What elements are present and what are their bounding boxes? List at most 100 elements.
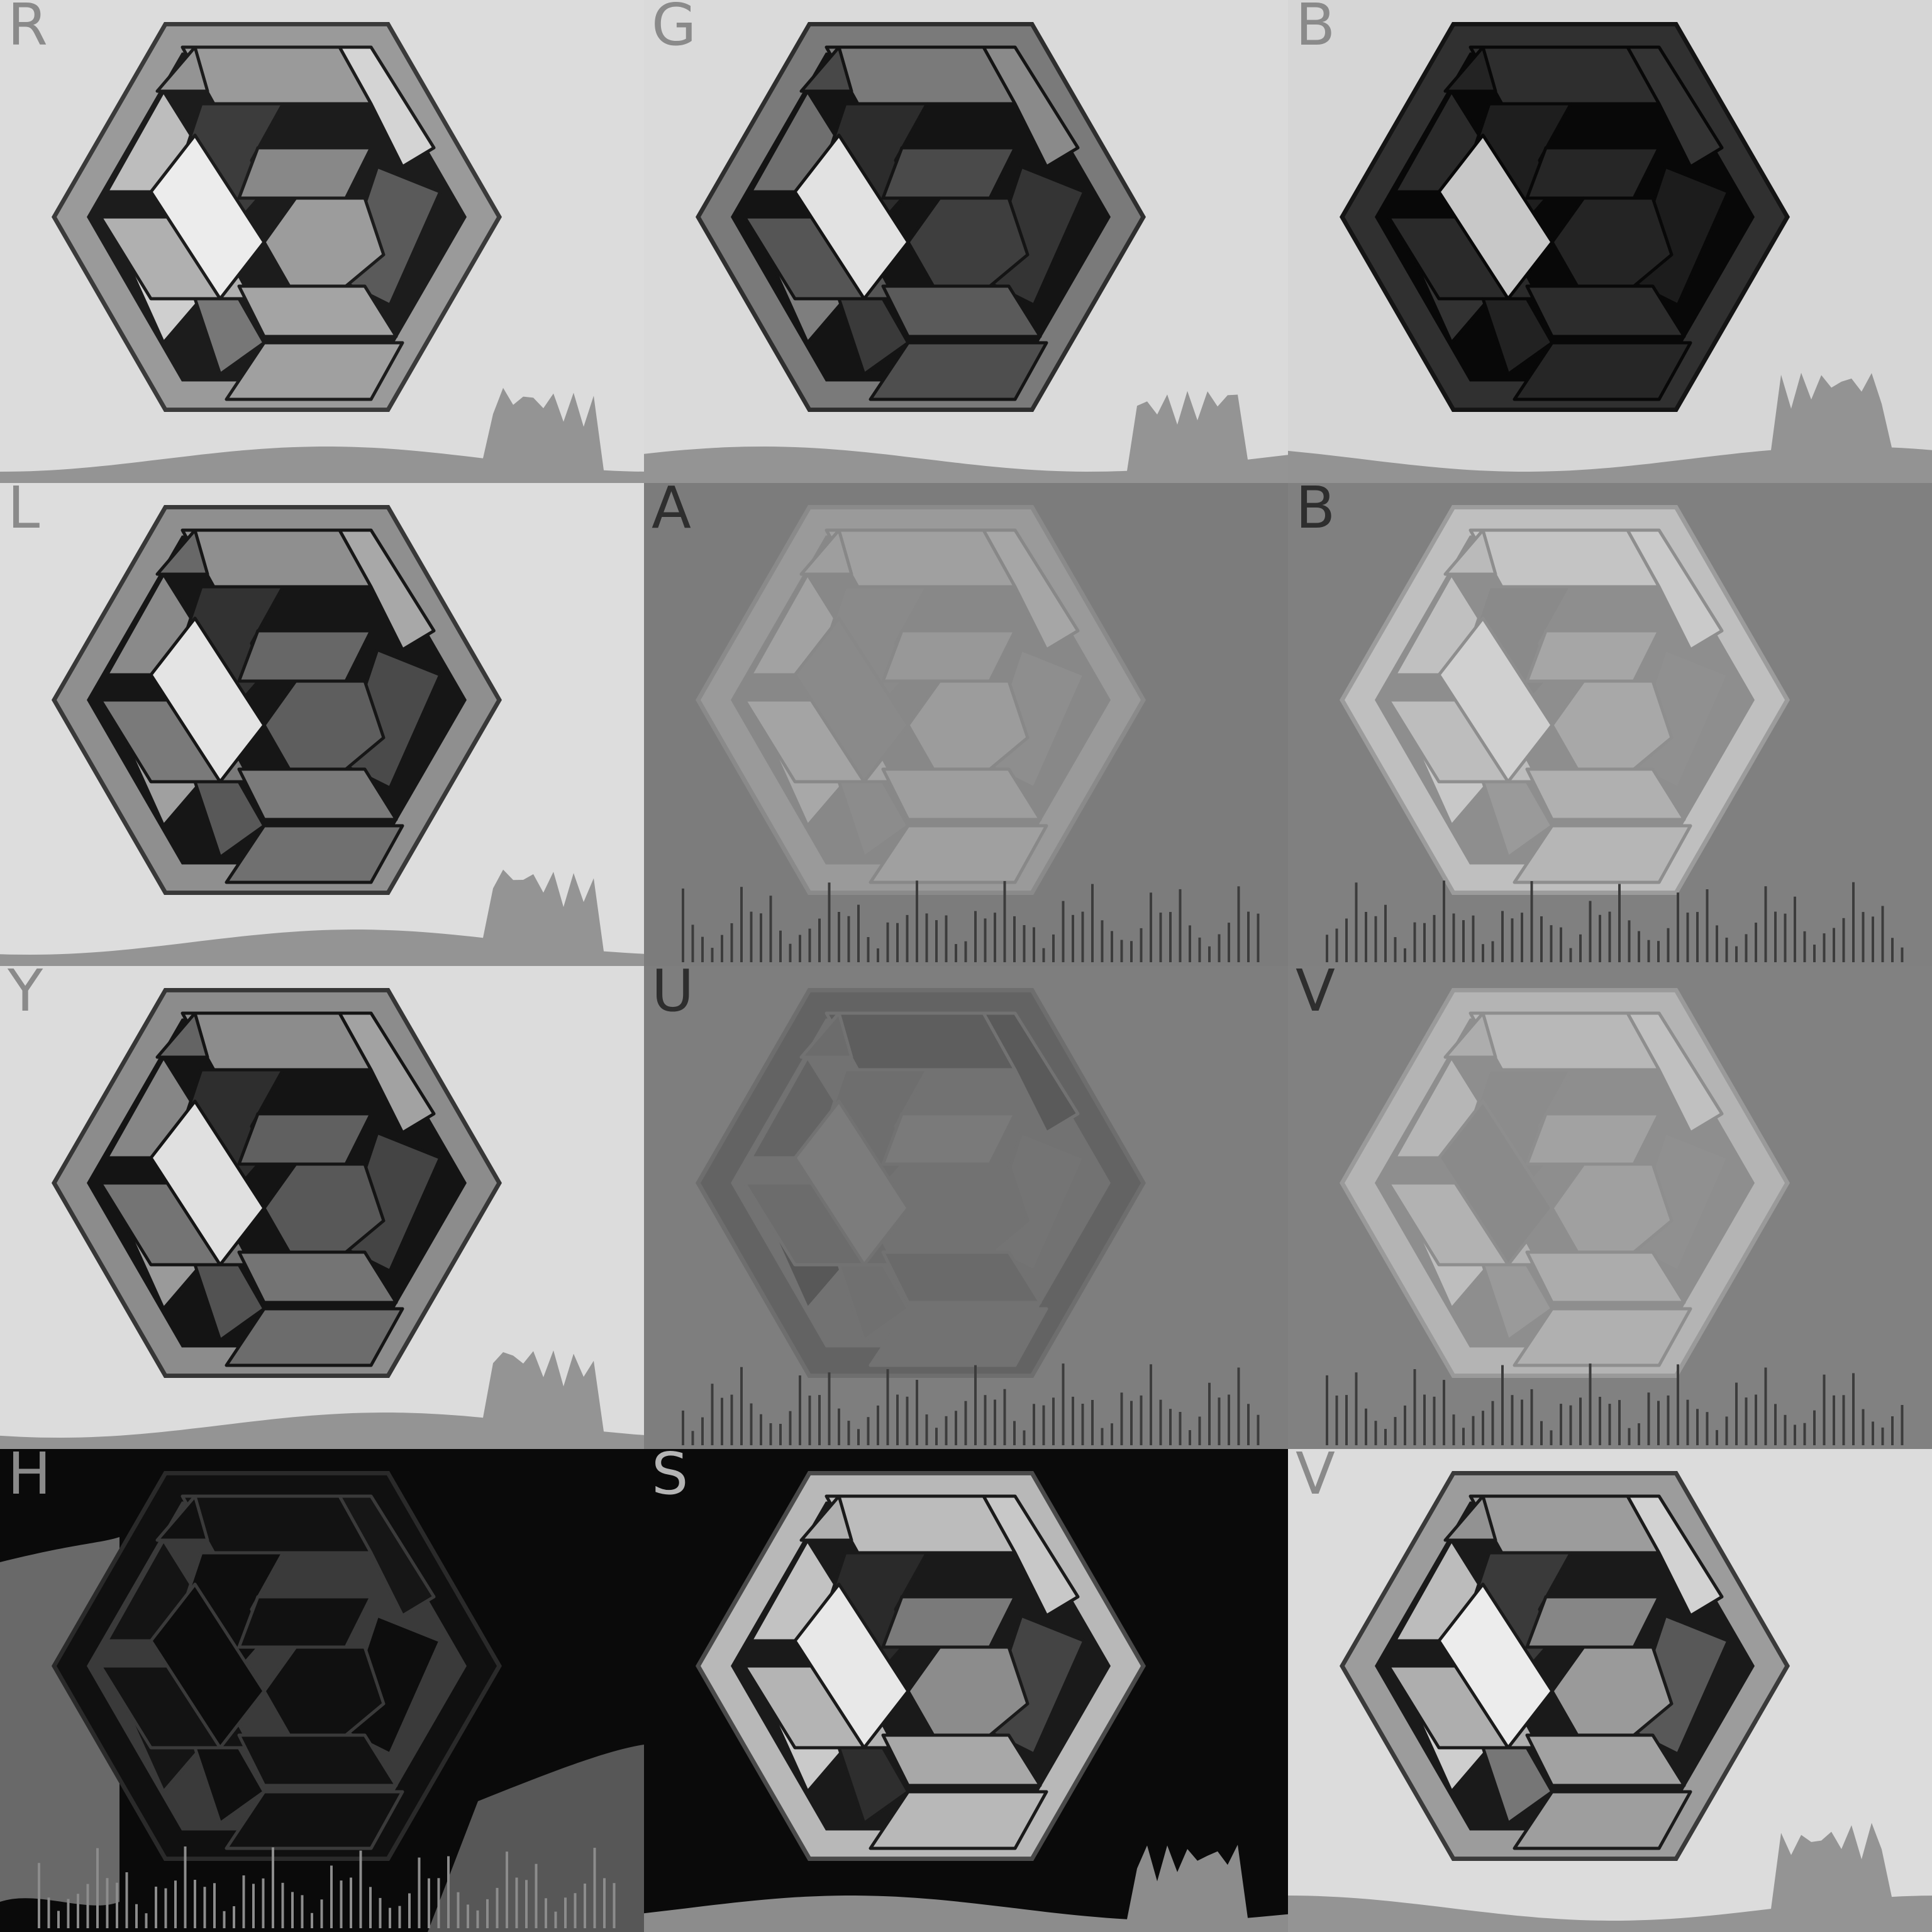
puzzle-image xyxy=(0,1449,644,1932)
puzzle-piece xyxy=(799,528,853,576)
histogram-bar xyxy=(486,1899,489,1928)
histogram-bar xyxy=(955,1411,957,1445)
puzzle-piece xyxy=(1513,824,1692,884)
puzzle-piece xyxy=(155,45,209,93)
histogram-bar xyxy=(262,1878,265,1928)
histogram-bar xyxy=(721,1397,723,1445)
histogram-bar xyxy=(1764,886,1767,962)
puzzle-piece xyxy=(982,1494,1080,1618)
histogram-bar xyxy=(1159,1399,1162,1445)
puzzle-image xyxy=(644,966,1288,1449)
histogram-bar xyxy=(1023,1430,1026,1445)
histogram-bar xyxy=(1550,1430,1553,1445)
histogram-area xyxy=(1288,372,1932,483)
puzzle xyxy=(52,988,502,1378)
histogram-bar xyxy=(1745,934,1748,962)
histogram-bar xyxy=(828,1372,831,1445)
puzzle-piece xyxy=(881,284,1042,338)
histogram-bar xyxy=(1735,1382,1738,1445)
histogram-bar xyxy=(818,918,821,962)
puzzle xyxy=(696,505,1146,895)
panel-b: B xyxy=(1288,0,1932,483)
histogram-bar xyxy=(1657,1401,1660,1445)
histogram-bar xyxy=(1462,1428,1465,1445)
histogram-bar xyxy=(379,1897,382,1928)
histogram-bar xyxy=(1101,920,1104,962)
puzzle-piece xyxy=(869,341,1048,401)
histogram-bar xyxy=(1638,1423,1640,1445)
puzzle-piece xyxy=(1626,1494,1724,1618)
panel-y: Y xyxy=(0,966,644,1449)
histogram-bar xyxy=(1628,920,1631,962)
histogram-bar xyxy=(603,1878,606,1928)
histogram-bar xyxy=(867,1417,870,1445)
histogram-bar xyxy=(67,1899,70,1928)
histogram-bar xyxy=(682,1410,684,1445)
puzzle-image xyxy=(644,483,1288,966)
histogram-bar xyxy=(1326,1375,1328,1445)
histogram-bar xyxy=(1881,906,1884,962)
puzzle-piece xyxy=(982,45,1080,169)
histogram-bar xyxy=(1599,914,1601,962)
histogram-bar xyxy=(1784,913,1787,962)
histogram-bar xyxy=(525,1880,528,1928)
histogram-bar xyxy=(86,1884,89,1928)
histogram-bar xyxy=(1686,913,1689,962)
puzzle-piece xyxy=(982,1011,1080,1135)
histogram-bar xyxy=(1033,927,1035,962)
histogram-bar xyxy=(877,1405,879,1445)
histogram-bar xyxy=(116,1882,118,1928)
puzzle-piece xyxy=(1513,1790,1692,1850)
puzzle-piece xyxy=(225,1307,404,1367)
puzzle xyxy=(52,1471,502,1861)
histogram-bar xyxy=(506,1852,508,1928)
histogram-bar xyxy=(1677,892,1679,962)
histogram-bar xyxy=(359,1850,362,1928)
histogram-bar xyxy=(535,1863,538,1928)
histogram-bar xyxy=(886,922,889,962)
histogram-bar xyxy=(496,1887,499,1928)
histogram-bar xyxy=(847,916,850,962)
histogram-bar xyxy=(808,1396,811,1445)
histogram-bar xyxy=(398,1906,401,1928)
histogram-bar xyxy=(1003,880,1006,962)
hue-noise-region xyxy=(428,1745,644,1932)
histogram-bar xyxy=(1764,1367,1767,1445)
histogram-bar xyxy=(769,896,772,962)
histogram-bar xyxy=(1823,933,1826,962)
histogram-bar xyxy=(57,1911,60,1928)
histogram-bar xyxy=(1540,1421,1543,1445)
puzzle-piece xyxy=(1626,45,1724,169)
histogram-bar xyxy=(408,1893,411,1928)
panel-g: G xyxy=(644,0,1288,483)
histogram-bar xyxy=(1345,918,1348,962)
histogram-bar xyxy=(1774,911,1777,962)
histogram-bar xyxy=(1491,941,1494,962)
histogram xyxy=(682,880,1260,962)
histogram-bar xyxy=(1579,1397,1582,1445)
histogram-bar xyxy=(1511,918,1514,962)
histogram-area xyxy=(0,1350,644,1449)
histogram-bar xyxy=(1042,1405,1045,1445)
histogram-bar xyxy=(1755,1394,1757,1445)
puzzle-piece xyxy=(1626,528,1724,652)
histogram-area xyxy=(0,387,644,483)
puzzle-piece xyxy=(1525,629,1661,683)
puzzle-image xyxy=(0,483,644,966)
histogram-bar xyxy=(1365,912,1367,962)
histogram-bar xyxy=(135,1904,138,1928)
histogram-bar xyxy=(203,1887,206,1928)
panel-r: R xyxy=(0,0,644,483)
histogram-bar xyxy=(847,1421,850,1445)
puzzle xyxy=(52,505,502,895)
puzzle-piece xyxy=(225,824,404,884)
histogram-bar xyxy=(877,948,879,962)
histogram-bar xyxy=(857,1429,860,1445)
puzzle-piece xyxy=(869,1307,1048,1367)
histogram-bar xyxy=(1774,1404,1777,1445)
puzzle-piece xyxy=(881,767,1042,821)
histogram-bar xyxy=(1872,916,1874,962)
histogram-bar xyxy=(1608,1404,1611,1445)
histogram-bar xyxy=(750,1403,753,1445)
